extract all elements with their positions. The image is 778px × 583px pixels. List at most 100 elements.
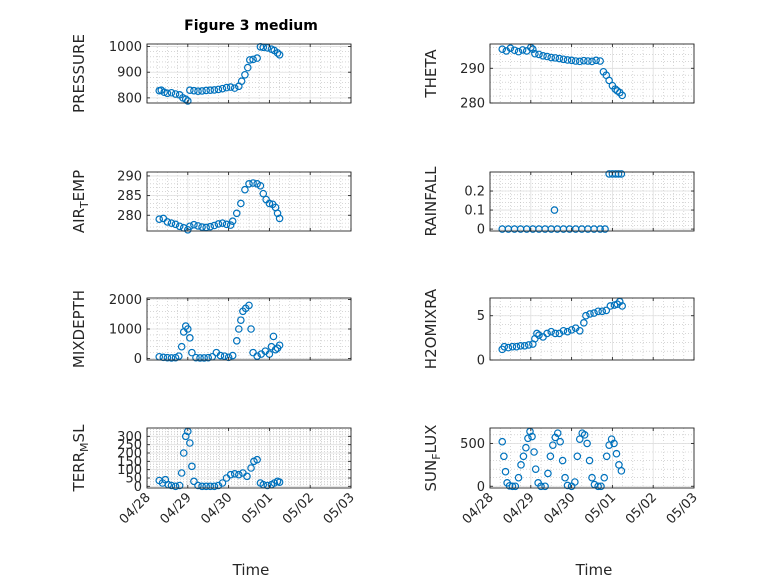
y-label-suffix: LUX xyxy=(422,425,440,454)
data-point xyxy=(546,452,555,461)
y-tick-label: 290 xyxy=(460,62,485,77)
data-point xyxy=(249,179,257,187)
axes-box xyxy=(146,43,352,104)
data-point xyxy=(263,481,272,490)
data-point xyxy=(210,86,219,94)
y-label-main: THETA xyxy=(422,49,440,99)
data-point xyxy=(265,199,274,208)
x-tick-label: 05/03 xyxy=(664,490,701,527)
data-point xyxy=(184,325,192,333)
data-point xyxy=(275,478,284,486)
y-label-main: H2OMIXRA xyxy=(422,288,440,369)
x-axis-label-right: Time xyxy=(575,561,613,579)
data-point xyxy=(222,220,231,229)
data-point xyxy=(206,86,215,94)
data-point xyxy=(547,327,556,336)
data-point xyxy=(567,326,576,334)
data-point xyxy=(594,307,602,316)
data-point xyxy=(588,473,596,482)
data-point xyxy=(596,225,604,233)
data-point xyxy=(163,89,172,98)
y-label-main: SUN xyxy=(422,460,440,492)
data-point xyxy=(167,219,176,227)
y-tick-label: 500 xyxy=(460,437,485,452)
data-point xyxy=(245,180,253,188)
data-point xyxy=(218,479,227,487)
y-label-suffix: SL xyxy=(70,424,88,443)
subplot-3: 280 285 290 AIRTEMP xyxy=(70,169,352,234)
data-point xyxy=(202,482,210,491)
data-point xyxy=(597,482,605,491)
data-point xyxy=(571,478,579,486)
data-point xyxy=(210,482,219,491)
data-point xyxy=(522,443,530,452)
data-point xyxy=(586,310,594,318)
data-point xyxy=(584,57,592,65)
data-point xyxy=(506,44,515,52)
data-point xyxy=(514,47,523,56)
data-point xyxy=(585,456,594,465)
axes-box xyxy=(146,171,352,232)
x-tick-label: 05/02 xyxy=(623,490,660,527)
data-point xyxy=(218,84,227,93)
y-axis-label: AIRTEMP xyxy=(70,170,91,233)
data-point xyxy=(184,97,192,105)
data-point xyxy=(247,325,255,333)
data-point xyxy=(539,51,547,60)
data-point xyxy=(590,309,598,317)
data-point xyxy=(232,337,241,345)
y-tick-label: 300 xyxy=(117,430,142,445)
data-point xyxy=(547,53,556,62)
y-label-subscript: F xyxy=(430,453,443,459)
data-point xyxy=(275,50,284,59)
data-point xyxy=(618,91,626,100)
data-point xyxy=(500,452,508,461)
data-point xyxy=(241,70,249,79)
data-point xyxy=(186,439,194,447)
data-point xyxy=(553,429,562,437)
data-point xyxy=(216,351,225,360)
data-point xyxy=(214,481,223,490)
data-point xyxy=(245,301,253,310)
data-point xyxy=(598,307,607,316)
data-point xyxy=(582,311,590,320)
x-tick-label: 05/01 xyxy=(582,490,619,527)
data-point xyxy=(192,353,200,362)
data-point xyxy=(541,482,549,491)
y-tick-label: 0 xyxy=(134,352,142,367)
y-tick-label: 285 xyxy=(117,189,142,204)
data-point xyxy=(226,470,235,479)
data-point xyxy=(510,46,519,55)
data-point xyxy=(237,316,245,324)
data-point xyxy=(528,432,536,441)
data-point xyxy=(602,306,611,315)
data-point xyxy=(181,432,190,441)
data-point xyxy=(530,448,538,456)
data-point xyxy=(559,55,568,64)
plot-area xyxy=(490,172,694,231)
data-point xyxy=(200,354,208,362)
y-tick-label: 290 xyxy=(117,169,142,184)
axes-box xyxy=(146,427,352,489)
data-point xyxy=(167,481,176,490)
x-axis-label-left: Time xyxy=(232,561,270,579)
data-point xyxy=(249,55,257,64)
y-tick-label: 1000 xyxy=(109,40,142,55)
data-point xyxy=(186,86,194,94)
data-point xyxy=(583,439,591,448)
data-point xyxy=(175,481,184,490)
data-point xyxy=(232,209,241,218)
y-axis-label: SUNFLUX xyxy=(422,425,443,492)
data-point xyxy=(561,473,569,482)
data-point xyxy=(551,433,560,442)
data-point xyxy=(235,470,243,479)
data-point xyxy=(531,49,539,58)
data-point xyxy=(271,345,280,354)
data-point xyxy=(194,222,202,230)
data-point xyxy=(198,482,206,491)
data-point xyxy=(531,465,540,473)
data-point xyxy=(171,482,180,491)
y-tick-label: 250 xyxy=(117,438,142,453)
y-tick-label: 0 xyxy=(477,480,485,495)
